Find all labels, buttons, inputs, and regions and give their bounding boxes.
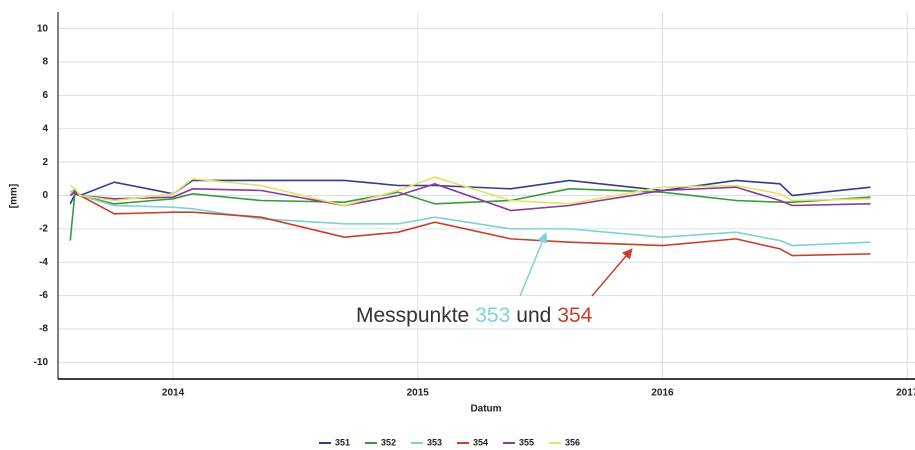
annotation: Messpunkte 353 und 354 <box>356 304 593 327</box>
legend-label: 355 <box>519 437 534 447</box>
arrow <box>591 248 633 297</box>
y-tick-label: -4 <box>39 257 48 268</box>
legend-label: 351 <box>335 437 350 447</box>
x-tick-label: 2016 <box>651 388 674 399</box>
series-line <box>69 189 871 257</box>
legend-label: 354 <box>473 437 488 447</box>
series-line <box>69 182 871 212</box>
y-tick-label: -2 <box>39 224 48 235</box>
legend: 351 352 353 354 355 356 <box>319 437 580 447</box>
legend-label: 356 <box>565 437 580 447</box>
y-tick-label: 8 <box>42 57 48 68</box>
y-tick-label: 0 <box>42 190 48 201</box>
series-line <box>69 188 871 241</box>
y-axis-label: [mm] <box>9 184 20 208</box>
annotation-part: und <box>516 304 551 327</box>
y-tick-label: -6 <box>39 290 48 301</box>
annotation-part: Messpunkte <box>356 304 469 327</box>
annotation-part: 353 <box>475 304 510 327</box>
arrow <box>519 232 548 297</box>
x-tick-label: 2014 <box>162 388 185 399</box>
legend-label: 353 <box>427 437 442 447</box>
legend-label: 352 <box>381 437 396 447</box>
x-tick-label: 2015 <box>407 388 430 399</box>
series-line <box>69 176 871 207</box>
lines <box>69 176 871 257</box>
x-tick-label: 2017 <box>896 388 915 399</box>
y-tick-label: -10 <box>34 357 49 368</box>
series-line <box>69 179 871 205</box>
y-tick-label: -8 <box>39 324 48 335</box>
annotation-part: 354 <box>557 304 592 327</box>
y-tick-label: 2 <box>42 157 48 168</box>
y-tick-label: 6 <box>42 90 48 101</box>
x-axis-label: Datum <box>470 404 501 415</box>
y-tick-label: 10 <box>37 23 49 34</box>
y-tick-label: 4 <box>42 123 48 134</box>
grid <box>58 12 915 379</box>
series-line <box>69 187 871 247</box>
